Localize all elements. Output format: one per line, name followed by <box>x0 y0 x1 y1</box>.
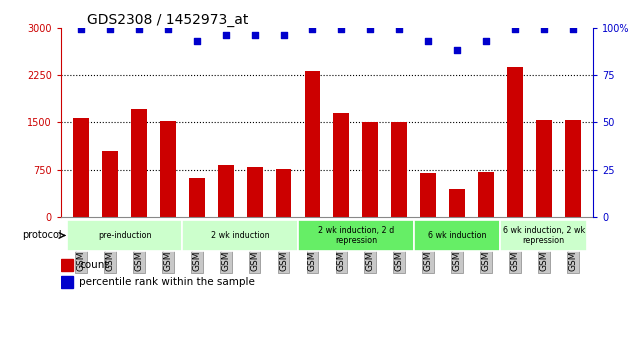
Bar <box>333 113 349 217</box>
Bar <box>276 169 292 217</box>
Point <box>278 32 288 38</box>
Bar <box>501 220 587 251</box>
Text: protocol: protocol <box>22 230 62 240</box>
Bar <box>73 118 89 217</box>
Point <box>105 27 115 32</box>
Text: GDS2308 / 1452973_at: GDS2308 / 1452973_at <box>87 12 249 27</box>
Bar <box>304 71 320 217</box>
Point <box>307 27 317 32</box>
Point <box>481 38 491 43</box>
Bar <box>565 120 581 217</box>
Point <box>337 27 347 32</box>
Bar <box>189 178 204 217</box>
Bar <box>449 189 465 217</box>
Bar <box>507 67 523 217</box>
Bar <box>61 276 72 288</box>
Point <box>134 27 144 32</box>
Point <box>249 32 260 38</box>
Text: 6 wk induction: 6 wk induction <box>428 231 487 240</box>
Bar <box>536 120 552 217</box>
Bar <box>182 220 298 251</box>
Bar <box>420 173 436 217</box>
Point <box>76 27 87 32</box>
Bar <box>67 220 182 251</box>
Point <box>423 38 433 43</box>
Bar <box>61 258 72 270</box>
Text: pre-induction: pre-induction <box>98 231 151 240</box>
Bar <box>131 109 147 217</box>
Point <box>394 27 404 32</box>
Point <box>452 48 462 53</box>
Text: percentile rank within the sample: percentile rank within the sample <box>79 277 255 287</box>
Point <box>510 27 520 32</box>
Point <box>221 32 231 38</box>
Bar <box>413 220 501 251</box>
Bar <box>298 220 413 251</box>
Bar <box>218 166 234 217</box>
Point <box>365 27 376 32</box>
Bar <box>391 122 407 217</box>
Point <box>567 27 578 32</box>
Text: 6 wk induction, 2 wk
repression: 6 wk induction, 2 wk repression <box>503 226 585 245</box>
Text: 2 wk induction, 2 d
repression: 2 wk induction, 2 d repression <box>318 226 394 245</box>
Text: 2 wk induction: 2 wk induction <box>211 231 269 240</box>
Bar <box>478 172 494 217</box>
Bar <box>362 122 378 217</box>
Point <box>192 38 202 43</box>
Bar <box>247 167 263 217</box>
Point <box>163 27 173 32</box>
Bar <box>160 121 176 217</box>
Point <box>538 27 549 32</box>
Bar <box>102 151 118 217</box>
Text: count: count <box>79 259 108 269</box>
